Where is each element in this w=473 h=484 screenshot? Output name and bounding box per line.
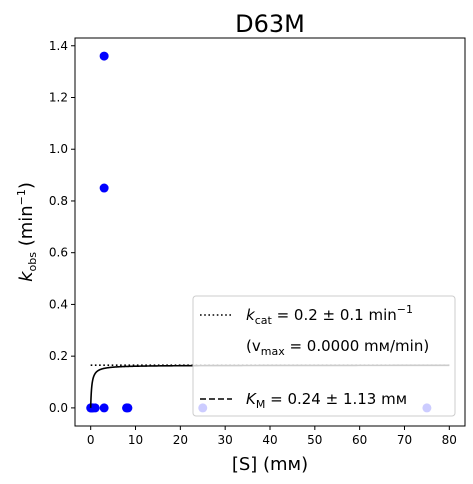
y-tick-label: 1.2 [49, 90, 68, 104]
y-tick-label: 0.6 [49, 246, 68, 260]
data-point [99, 51, 109, 61]
x-tick-label: 70 [397, 433, 412, 447]
data-point [99, 183, 109, 193]
y-axis: 0.0 0.2 0.4 0.6 0.8 1.0 1.2 1.4 [49, 39, 75, 415]
x-axis: 0 10 20 30 40 50 60 70 80 [87, 426, 457, 447]
chart-title: D63M [235, 10, 305, 38]
x-tick-label: 60 [352, 433, 367, 447]
legend-kcat-label: kcat = 0.2 ± 0.1 min−1 [246, 303, 413, 327]
y-tick-label: 0.4 [49, 297, 68, 311]
y-tick-label: 0.8 [49, 194, 68, 208]
x-axis-title: [S] (mм) [232, 454, 308, 475]
x-tick-label: 20 [173, 433, 188, 447]
data-point [99, 403, 109, 413]
legend: kcat = 0.2 ± 0.1 min−1 (vmax = 0.0000 mм… [192, 295, 456, 417]
x-tick-label: 0 [87, 433, 95, 447]
y-tick-label: 0.2 [49, 349, 68, 363]
data-point [123, 403, 133, 413]
x-tick-label: 50 [307, 433, 322, 447]
legend-km-label: KM = 0.24 ± 1.13 mм [246, 390, 407, 411]
x-tick-label: 40 [262, 433, 277, 447]
y-tick-label: 1.0 [49, 142, 68, 156]
x-tick-label: 10 [128, 433, 143, 447]
data-point [90, 403, 100, 413]
legend-box [192, 295, 456, 417]
y-tick-label: 0.0 [49, 401, 68, 415]
x-tick-label: 80 [442, 433, 457, 447]
x-tick-label: 30 [218, 433, 233, 447]
y-tick-label: 1.4 [49, 39, 68, 53]
legend-vmax-label: (vmax = 0.0000 mм/min) [246, 337, 429, 358]
y-axis-title: kobs (min−1) [15, 182, 39, 282]
